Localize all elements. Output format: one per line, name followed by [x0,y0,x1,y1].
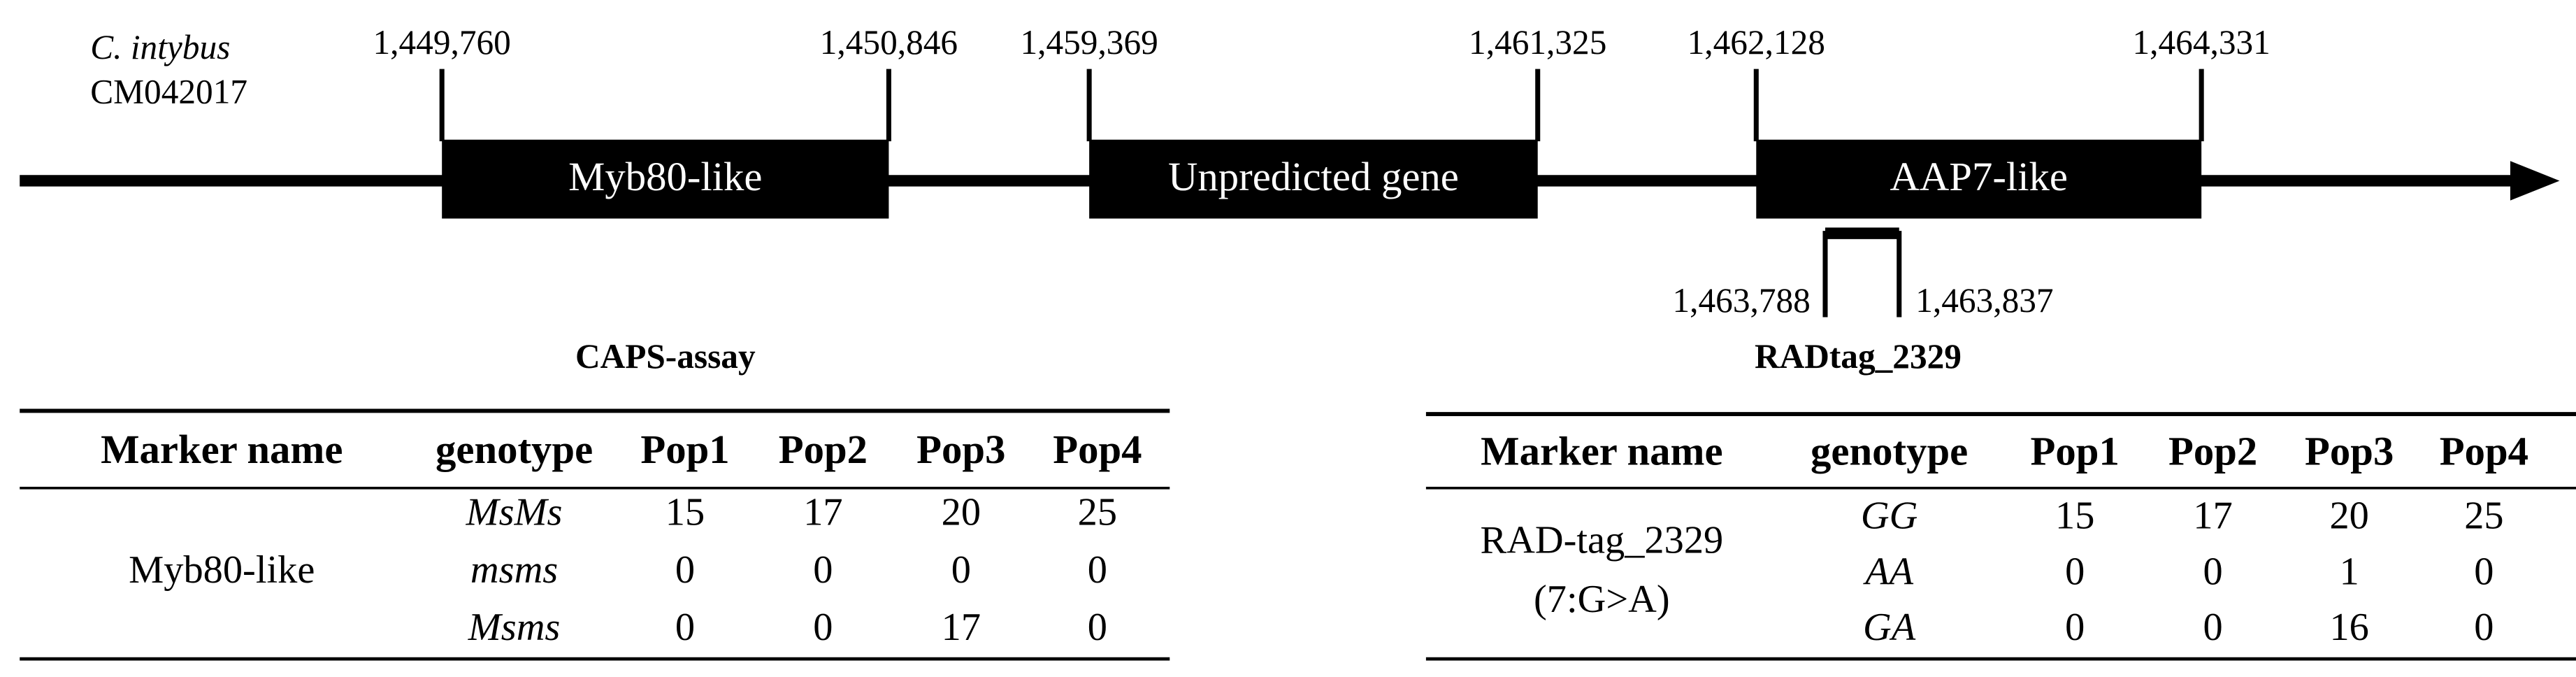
coordinate-label: 1,461,325 [1469,23,1606,62]
count-cell: 0 [2065,550,2085,593]
table-header: Pop4 [1053,427,1142,472]
count-cell: 17 [942,606,981,649]
table-header: genotype [436,427,593,472]
genotype-cell: AA [1862,550,1913,593]
coordinate-label: 1,449,760 [373,23,511,62]
marker-name: (7:G>A) [1534,578,1670,621]
table-header: Pop2 [2168,428,2257,473]
genotype-cell: msms [470,548,558,592]
table-header: Pop1 [2031,428,2120,473]
table-header: Pop3 [2305,428,2394,473]
count-cell: 0 [2474,606,2494,649]
table-header: Pop1 [640,427,729,472]
genotype-cell: GG [1861,494,1917,537]
count-cell: 20 [942,491,981,534]
count-cell: 16 [2329,606,2368,649]
table-title: CAPS-assay [575,337,756,376]
rad-end: 1,463,837 [1915,281,2053,320]
gene-box [1089,139,1538,219]
table-header: Marker name [1481,428,1722,473]
count-cell: 0 [675,606,695,649]
genotype-cell: MsMs [466,491,563,534]
count-cell: 0 [1088,606,1107,649]
genotype-cell: Msms [468,606,561,649]
table-header: genotype [1811,428,1968,473]
count-cell: 17 [803,491,842,534]
count-cell: 1 [2340,550,2359,593]
count-cell: 0 [1088,548,1107,592]
count-cell: 0 [2203,550,2223,593]
gene-label: Unpredicted gene [1168,154,1459,199]
count-cell: 17 [2193,494,2232,537]
count-cell: 0 [951,548,971,592]
gene-label: Myb80-like [568,154,762,199]
rad-bracket [1822,231,1902,318]
coordinate-label: 1,464,331 [2133,23,2271,62]
coordinate-label: 1,450,846 [820,23,958,62]
table-header: Pop2 [779,427,868,472]
marker-name: Myb80-like [129,548,315,592]
count-cell: 15 [665,491,705,534]
coordinate-label: 1,459,369 [1020,23,1158,62]
count-cell: 0 [2065,606,2085,649]
count-cell: 0 [675,548,695,592]
table-header: Pop3 [916,427,1005,472]
arrow-head [2510,161,2560,201]
count-cell: 0 [813,548,833,592]
accession: CM042017 [90,73,247,111]
rad-label: RADtag_2329 [1755,337,1962,376]
table-header: Pop4 [2440,428,2528,473]
count-cell: 25 [1078,491,1117,534]
count-cell: 0 [813,606,833,649]
gene-label: AAP7-like [1890,154,2068,199]
gene-box [1756,139,2202,219]
table-header: Marker name [101,427,343,472]
genotype-cell: GA [1863,606,1916,649]
marker-name: RAD-tag_2329 [1481,519,1724,562]
gene-box [442,139,889,219]
rad-start: 1,463,788 [1673,281,1811,320]
coordinate-label: 1,462,128 [1688,23,1825,62]
count-cell: 0 [2474,550,2494,593]
count-cell: 20 [2329,494,2368,537]
count-cell: 0 [2203,606,2223,649]
count-cell: 15 [2055,494,2094,537]
count-cell: 25 [2464,494,2503,537]
species: C. intybus [90,28,230,66]
